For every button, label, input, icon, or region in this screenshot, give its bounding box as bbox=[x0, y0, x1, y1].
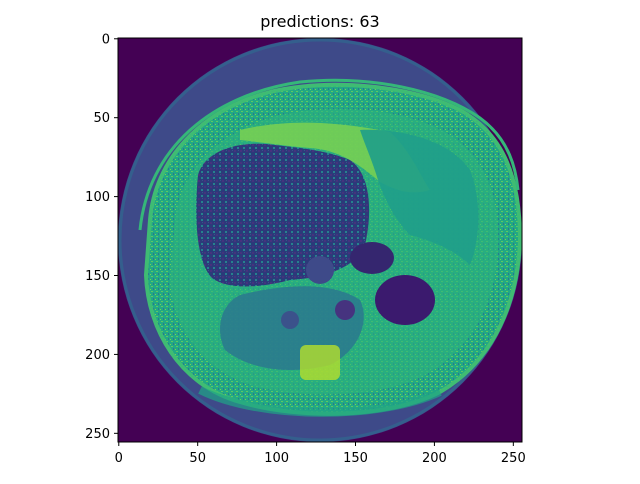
x-tick-label: 50 bbox=[189, 451, 206, 466]
x-tick-label: 0 bbox=[115, 451, 123, 466]
plot-title: predictions: 63 bbox=[260, 12, 380, 31]
y-tick-label: 250 bbox=[85, 427, 110, 442]
small-dark-organ-2 bbox=[350, 242, 394, 274]
vessel-cross-section bbox=[306, 256, 334, 284]
y-tick-label: 200 bbox=[85, 348, 110, 363]
x-tick-label: 200 bbox=[422, 451, 447, 466]
y-tick-label: 150 bbox=[85, 269, 110, 284]
x-axis: 0 50 100 150 200 250 bbox=[115, 442, 526, 466]
y-axis: 0 50 100 150 200 250 bbox=[85, 32, 118, 442]
y-tick-label: 50 bbox=[93, 111, 110, 126]
x-tick-label: 150 bbox=[343, 451, 368, 466]
small-dark-organ bbox=[375, 275, 435, 325]
ct-slice-image bbox=[118, 38, 522, 442]
y-tick-label: 100 bbox=[85, 190, 110, 205]
skin-contour bbox=[138, 78, 520, 231]
axes-frame bbox=[117, 37, 523, 443]
spine-structure bbox=[300, 345, 340, 380]
y-tick-label: 0 bbox=[102, 32, 110, 47]
x-tick-label: 250 bbox=[501, 451, 526, 466]
x-tick-label: 100 bbox=[264, 451, 289, 466]
right-organ-region bbox=[360, 129, 479, 265]
dark-organ-region bbox=[196, 143, 370, 287]
